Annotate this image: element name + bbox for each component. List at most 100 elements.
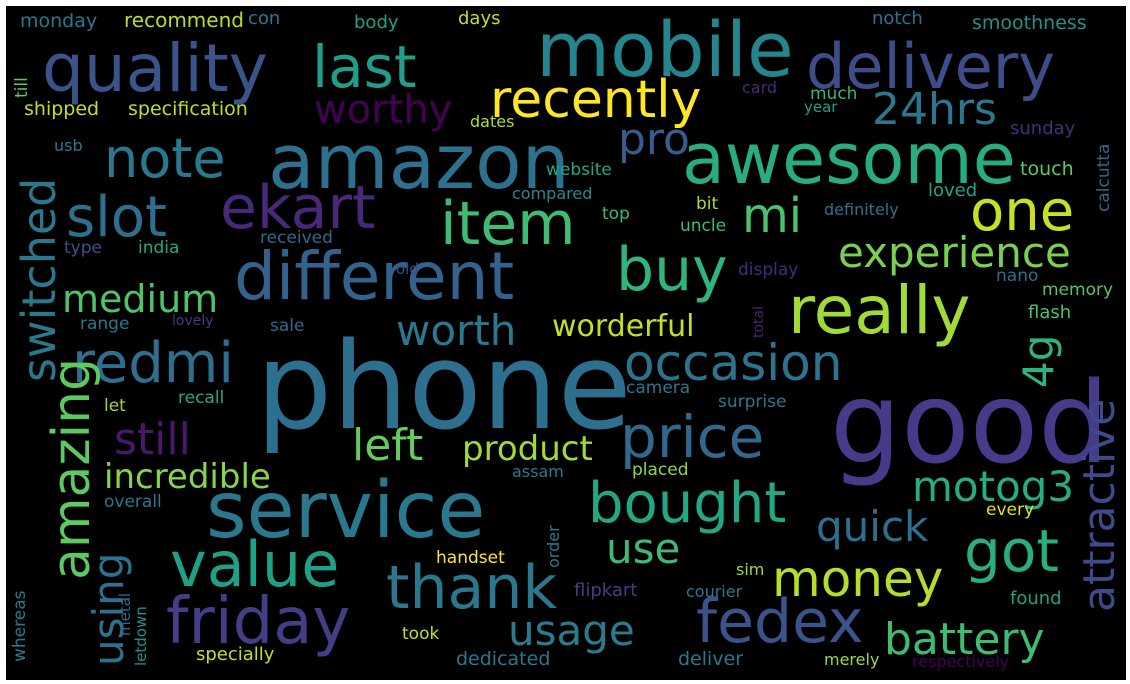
word-fedex: fedex: [696, 587, 864, 657]
word-range: range: [80, 314, 130, 334]
word-deliver: deliver: [678, 648, 744, 670]
word-lovely: lovely: [172, 313, 214, 329]
word-con: con: [248, 8, 281, 29]
word-surprise: surprise: [718, 392, 787, 412]
word-whereas: whereas: [10, 590, 30, 663]
word-took: took: [402, 624, 440, 644]
word-body: body: [354, 12, 399, 33]
word-awesome: awesome: [682, 118, 1016, 200]
word-product: product: [462, 429, 593, 469]
word-received: received: [260, 228, 333, 248]
word-24hrs: 24hrs: [872, 84, 997, 135]
word-india: india: [138, 238, 180, 258]
word-sim: sim: [736, 560, 765, 579]
word-item: item: [440, 189, 576, 259]
word-mobile: mobile: [536, 6, 794, 94]
word-camera: camera: [626, 378, 691, 398]
word-recently: recently: [490, 70, 702, 130]
word-bought: bought: [588, 471, 787, 536]
word-specification: specification: [128, 98, 248, 120]
word-left: left: [352, 420, 424, 471]
word-old: old: [396, 260, 419, 278]
word-card: card: [742, 78, 778, 97]
word-loved: loved: [928, 180, 978, 201]
word-handset: handset: [436, 548, 505, 568]
word-recall: recall: [178, 388, 225, 408]
word-buy: buy: [616, 235, 728, 305]
word-let: let: [104, 396, 126, 416]
word-nano: nano: [996, 266, 1039, 286]
word-price: price: [620, 403, 765, 471]
word-money: money: [772, 550, 944, 608]
word-amazon: amazon: [268, 117, 570, 206]
word-friday: friday: [166, 585, 351, 659]
word-bit: bit: [696, 194, 719, 214]
word-occasion: occasion: [624, 334, 843, 392]
word-switched: switched: [12, 177, 66, 382]
word-calcutta: calcutta: [1094, 143, 1114, 212]
word-notch: notch: [872, 8, 923, 29]
word-pro: pro: [618, 114, 690, 165]
word-medium: medium: [62, 277, 219, 321]
word-4g: 4g: [1014, 334, 1063, 388]
word-specially: specially: [196, 644, 275, 665]
word-display: display: [738, 260, 799, 280]
word-experience: experience: [838, 228, 1071, 277]
word-got: got: [964, 517, 1060, 585]
word-monday: monday: [20, 10, 98, 32]
word-really: really: [788, 272, 971, 349]
word-value: value: [170, 528, 340, 601]
word-battery: battery: [884, 614, 1045, 665]
word-note: note: [104, 127, 226, 190]
word-service: service: [206, 466, 486, 556]
word-still: still: [114, 414, 191, 465]
word-usage: usage: [508, 606, 635, 655]
word-amazing: amazing: [42, 357, 102, 580]
word-worderful: worderful: [552, 309, 695, 344]
word-flipkart: flipkart: [574, 580, 638, 601]
word-overall: overall: [104, 492, 162, 512]
word-thank: thank: [386, 553, 558, 623]
word-found: found: [1010, 588, 1062, 609]
word-website: website: [546, 160, 612, 180]
word-definitely: definitely: [824, 200, 899, 219]
word-use: use: [606, 524, 681, 573]
word-one: one: [970, 179, 1075, 244]
word-metal: metal: [116, 592, 134, 636]
word-mi: mi: [742, 188, 803, 244]
word-different: different: [234, 238, 515, 315]
word-recommend: recommend: [124, 8, 244, 32]
word-courier: courier: [686, 582, 743, 601]
word-flash: flash: [1028, 302, 1072, 323]
word-memory: memory: [1042, 280, 1114, 300]
word-letdown: letdown: [132, 606, 150, 666]
word-sunday: sunday: [1010, 118, 1076, 139]
word-phone: phone: [256, 318, 632, 457]
word-top: top: [602, 204, 630, 224]
word-uncle: uncle: [680, 216, 727, 236]
word-cloud: phone good service amazon mobile awesome…: [6, 6, 1126, 680]
word-incredible: incredible: [104, 457, 271, 497]
word-dedicated: dedicated: [456, 648, 551, 670]
word-compared: compared: [512, 184, 593, 203]
word-touch: touch: [1020, 158, 1074, 180]
word-merely: merely: [824, 650, 880, 669]
word-dates: dates: [470, 112, 515, 131]
word-shipped: shipped: [24, 98, 100, 120]
word-usb: usb: [54, 136, 83, 155]
word-till: till: [12, 77, 32, 98]
word-year: year: [804, 98, 838, 116]
word-slot: slot: [66, 185, 167, 250]
word-total: total: [751, 305, 767, 338]
word-worthy: worthy: [314, 87, 453, 133]
word-smoothness: smoothness: [972, 12, 1087, 34]
word-assam: assam: [512, 462, 564, 481]
word-attractive: attractive: [1074, 398, 1125, 612]
word-every: every: [986, 500, 1035, 520]
word-good: good: [830, 359, 1110, 489]
word-worth: worth: [396, 306, 517, 355]
word-sale: sale: [270, 316, 305, 336]
word-placed: placed: [632, 460, 689, 480]
word-quality: quality: [42, 30, 268, 107]
word-ekart: ekart: [220, 173, 376, 243]
